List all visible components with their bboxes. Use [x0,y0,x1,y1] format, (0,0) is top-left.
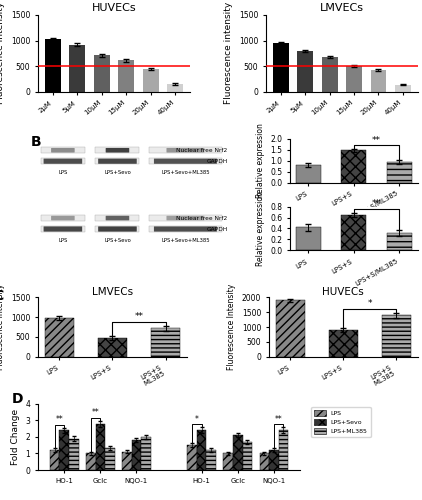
Y-axis label: Relative expression: Relative expression [256,191,265,266]
Bar [151,328,180,356]
Y-axis label: Fluorescence Intensity: Fluorescence Intensity [227,284,236,370]
Text: *: * [368,299,372,308]
FancyBboxPatch shape [106,216,129,220]
Bar [269,450,279,470]
Bar [206,450,216,470]
Bar [122,452,132,470]
Y-axis label: Fluorescence intensity: Fluorescence intensity [0,2,5,104]
Title: LMVECs: LMVECs [320,3,364,13]
Text: LPS: LPS [58,238,68,243]
Bar [341,215,366,250]
Y-axis label: Fold Change: Fold Change [11,409,20,465]
FancyBboxPatch shape [149,226,222,232]
Title: HUVECs: HUVECs [92,3,136,13]
Text: **: ** [372,136,381,144]
Text: LPS+Sevo+ML385: LPS+Sevo+ML385 [161,238,210,243]
Bar [167,84,183,92]
Text: *: * [195,415,199,424]
FancyBboxPatch shape [41,215,85,221]
Bar [279,430,288,470]
Bar [45,318,74,356]
Bar [223,454,233,470]
Bar [387,233,412,250]
Bar [105,448,115,470]
FancyBboxPatch shape [98,158,137,164]
Title: HUVECs: HUVECs [322,286,364,296]
FancyBboxPatch shape [43,158,82,164]
FancyBboxPatch shape [166,216,204,220]
FancyBboxPatch shape [41,158,85,164]
Bar [371,70,387,92]
Text: **: ** [372,199,381,208]
FancyBboxPatch shape [106,148,129,152]
Text: **: ** [135,312,143,321]
Text: **: ** [275,415,282,424]
FancyBboxPatch shape [149,215,222,221]
FancyBboxPatch shape [154,226,217,232]
Bar [197,430,206,470]
FancyBboxPatch shape [41,147,85,154]
Text: LPS+Sevo: LPS+Sevo [104,170,131,175]
Bar [95,424,105,470]
Bar [141,437,151,470]
FancyBboxPatch shape [95,226,140,232]
FancyBboxPatch shape [98,226,137,232]
FancyBboxPatch shape [41,226,85,232]
Bar [233,435,243,470]
Bar [296,228,321,250]
Y-axis label: Fluorescence intensity: Fluorescence intensity [224,2,233,104]
FancyBboxPatch shape [95,158,140,164]
Bar [60,430,69,470]
Bar [98,338,127,356]
Bar [387,162,412,182]
Y-axis label: Fluorescence Intensity: Fluorescence Intensity [0,284,5,370]
FancyBboxPatch shape [51,148,75,152]
Text: GAPDH: GAPDH [206,226,227,232]
Text: LPS+Sevo: LPS+Sevo [104,238,131,243]
Bar [45,38,61,92]
FancyBboxPatch shape [154,158,217,164]
Text: GAPDH: GAPDH [206,158,227,164]
Text: **: ** [56,416,63,424]
FancyBboxPatch shape [149,147,222,154]
Bar [243,442,252,470]
Text: Nuclear free Nrf2: Nuclear free Nrf2 [176,148,227,153]
Bar [341,150,366,182]
FancyBboxPatch shape [166,148,204,152]
FancyBboxPatch shape [43,226,82,232]
Bar [395,84,411,91]
FancyBboxPatch shape [95,147,140,154]
Bar [86,454,95,470]
Legend: LPS, LPS+Sevo, LPS+ML385: LPS, LPS+Sevo, LPS+ML385 [311,407,371,438]
Text: **: ** [92,408,100,418]
Bar [94,56,110,92]
Bar [132,440,141,470]
Text: C: C [0,288,3,302]
Bar [118,60,134,92]
Bar [329,330,358,356]
Text: LPS+Sevo+ML385: LPS+Sevo+ML385 [161,170,210,175]
FancyBboxPatch shape [95,215,140,221]
Y-axis label: Relative expression: Relative expression [256,123,265,198]
Bar [382,315,411,356]
Text: D: D [12,392,23,406]
Bar [260,454,269,470]
Bar [187,445,197,470]
FancyBboxPatch shape [149,158,222,164]
Bar [69,44,85,92]
FancyBboxPatch shape [51,216,75,220]
Bar [346,66,362,92]
Bar [322,57,338,92]
Text: LPS: LPS [58,170,68,175]
Text: B: B [30,136,41,149]
Bar [296,165,321,182]
Bar [276,300,305,356]
Bar [273,42,289,92]
Bar [297,51,313,92]
Text: Nuclear free Nrf2: Nuclear free Nrf2 [176,216,227,220]
Title: LMVECs: LMVECs [92,286,133,296]
Bar [50,450,60,470]
Bar [69,438,78,470]
Bar [143,70,159,92]
